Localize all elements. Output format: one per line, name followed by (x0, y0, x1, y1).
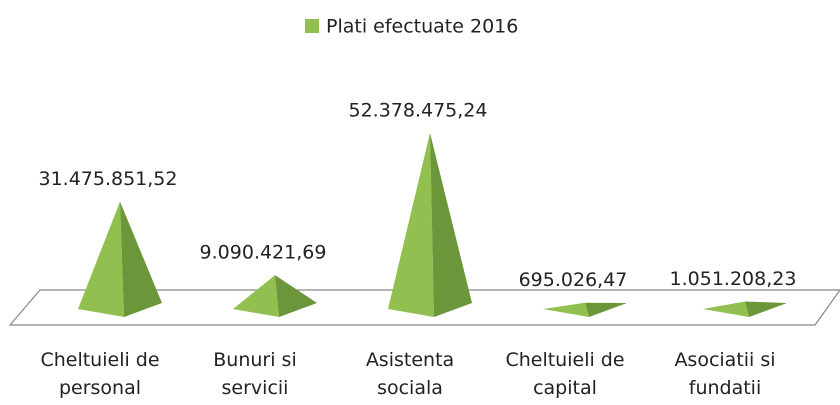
pyramid-side (275, 275, 317, 317)
pyramid-face (703, 301, 749, 317)
value-label: 52.378.475,24 (348, 100, 487, 122)
x-tick-label: Cheltuieli de capital (505, 349, 625, 399)
x-tick-label: Asistenta sociala (365, 349, 455, 399)
pyramid-face (78, 201, 124, 317)
value-label: 695.026,47 (519, 269, 628, 291)
value-label: 9.090.421,69 (200, 242, 327, 264)
pyramid-side (745, 301, 787, 317)
x-tick-label: Cheltuieli de personal (40, 349, 160, 399)
legend-label: Plati efectuate 2016 (326, 16, 518, 38)
pyramid-side (120, 201, 162, 317)
pyramid (78, 201, 162, 317)
pyramid (543, 302, 627, 317)
value-label: 1.051.208,23 (670, 268, 797, 290)
pyramid-face (233, 275, 279, 317)
pyramid-face (543, 302, 589, 317)
pyramid (388, 133, 472, 317)
x-tick-label: Bunuri si servicii (213, 349, 297, 399)
pyramid (703, 301, 787, 317)
x-tick-label: Asociatii si fundatii (674, 349, 776, 399)
pyramid-side (585, 302, 627, 317)
pyramid (233, 275, 317, 317)
pyramid-face (388, 133, 434, 317)
legend-swatch (305, 19, 319, 33)
pyramid-side (430, 133, 472, 317)
value-label: 31.475.851,52 (38, 168, 177, 190)
